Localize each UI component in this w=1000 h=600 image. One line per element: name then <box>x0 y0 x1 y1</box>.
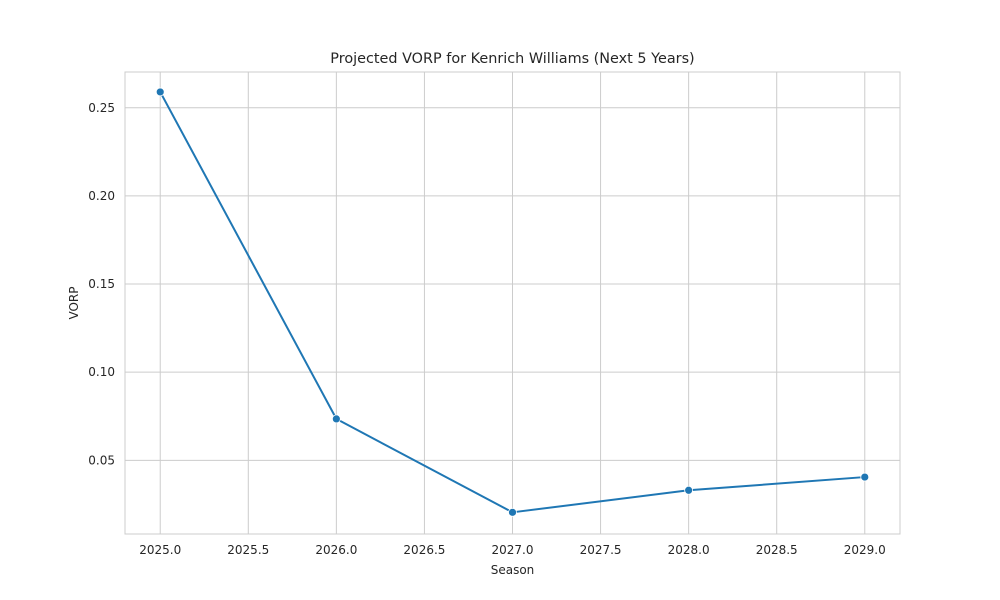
x-tick-label: 2025.5 <box>227 543 269 557</box>
data-point <box>860 472 870 482</box>
plot-frame <box>124 71 901 535</box>
y-tick-label: 0.20 <box>88 189 115 203</box>
y-axis-label: VORP <box>67 286 81 319</box>
grid <box>125 72 900 534</box>
x-tick-label: 2026.5 <box>403 543 445 557</box>
x-tick-label: 2026.0 <box>315 543 357 557</box>
x-tick-label: 2025.0 <box>139 543 181 557</box>
x-tick-label: 2029.0 <box>844 543 886 557</box>
data-point <box>155 87 165 97</box>
chart-title: Projected VORP for Kenrich Williams (Nex… <box>330 51 694 67</box>
x-tick-label: 2027.0 <box>492 543 534 557</box>
data-point <box>508 507 517 517</box>
y-tick-label: 0.15 <box>88 277 115 291</box>
x-tick-label: 2028.5 <box>756 543 798 557</box>
x-tick-label: 2027.5 <box>580 543 622 557</box>
tick-labels: 2025.0 2025.5 2026.0 2026.5 2027.0 2027.5 2028… <box>88 101 885 557</box>
series <box>155 87 870 517</box>
y-tick-label: 0.10 <box>88 365 115 379</box>
y-tick-label: 0.25 <box>88 101 115 115</box>
x-tick-label: 2028.0 <box>668 543 710 557</box>
y-tick-label: 0.05 <box>88 453 115 467</box>
x-axis-label: Season <box>491 563 535 577</box>
data-point <box>684 485 694 495</box>
data-point <box>331 414 341 424</box>
